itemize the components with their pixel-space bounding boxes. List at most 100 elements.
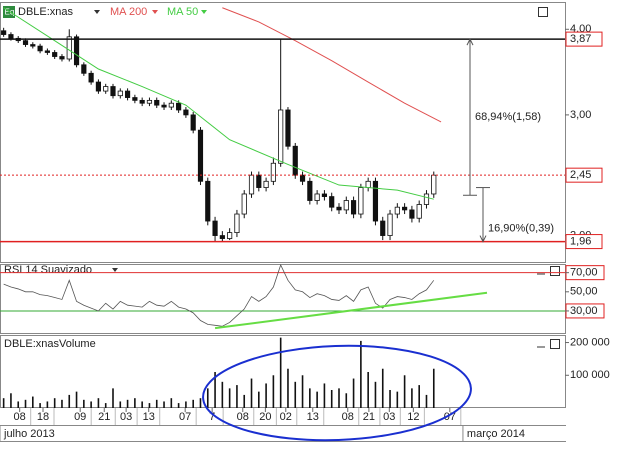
candle-body [394, 206, 400, 215]
candle-body [146, 99, 153, 104]
candle-body [299, 174, 306, 182]
volume-bar [163, 401, 165, 408]
volume-bar [134, 398, 136, 408]
candle-body [95, 81, 102, 92]
candle-body [314, 193, 320, 201]
candle-body [30, 44, 36, 47]
dropdown-arrow[interactable] [201, 10, 207, 14]
volume-bar [214, 372, 216, 408]
volume-bar [17, 401, 20, 408]
volume-bar [272, 375, 275, 408]
volume-bar [403, 375, 406, 408]
candle-body [205, 180, 211, 222]
dropdown-arrow[interactable] [94, 10, 100, 14]
symbol-icon-text: Eq [5, 8, 15, 17]
legend-ma50[interactable]: MA 50 [167, 6, 198, 18]
candle-body [73, 36, 80, 66]
candle-body [81, 64, 87, 74]
volume-bar [352, 378, 355, 408]
x-tick-label: 18 [37, 411, 49, 423]
maximize-button[interactable] [538, 7, 548, 17]
candle-body [409, 209, 415, 219]
volume-bar [374, 381, 377, 408]
candle-body [183, 109, 189, 116]
candle-body [234, 213, 240, 234]
candle-body [161, 104, 167, 108]
moving-average [222, 7, 442, 123]
volume-bar [301, 375, 304, 408]
y-tick-label: 70,00 [570, 267, 598, 279]
legend-symbol[interactable]: DBLE:xnas [18, 6, 74, 18]
volume-bar [97, 398, 100, 408]
candle-body [372, 180, 379, 222]
measure-label: 16,90%(0,39) [488, 222, 554, 234]
x-tick-label: 08 [342, 411, 354, 423]
candle-body [190, 114, 196, 131]
volume-bar [345, 393, 348, 408]
volume-bar [141, 401, 143, 408]
candle-body [66, 36, 72, 60]
maximize-button[interactable] [550, 266, 560, 276]
arrow-head [466, 37, 474, 46]
candle-body [52, 52, 58, 57]
arrow-head [479, 235, 487, 243]
candle-body [307, 180, 313, 201]
candle-body [321, 193, 328, 197]
volume-bar [432, 368, 435, 408]
volume-bar [250, 378, 253, 408]
volume-bar [243, 394, 246, 408]
candle-body [212, 220, 218, 236]
candle-body [88, 72, 94, 83]
volume-bar [90, 401, 92, 408]
month-label: março 2014 [467, 428, 525, 440]
x-tick-label: 21 [98, 411, 110, 423]
x-tick-label: 13 [143, 411, 155, 423]
y-tick-label: 50,00 [570, 286, 598, 298]
volume-bar [177, 403, 180, 408]
legend-ma200[interactable]: MA 200 [110, 6, 147, 18]
candle-body [110, 86, 116, 97]
volume-bar [199, 398, 202, 408]
moving-average [3, 7, 434, 200]
x-tick-label: 03 [383, 411, 395, 423]
volume-bar [39, 403, 41, 408]
volume-bar [83, 399, 85, 408]
x-tick-label: 03 [120, 411, 132, 423]
candle-body [431, 174, 437, 195]
level-label-box [565, 167, 603, 183]
candle-body [343, 200, 349, 211]
level-label-box [565, 234, 603, 250]
candle-body [219, 235, 225, 239]
level-label-box [565, 31, 603, 47]
candle-body [380, 220, 386, 236]
dropdown-arrow[interactable] [112, 268, 118, 272]
volume-bar [185, 401, 187, 408]
dropdown-arrow[interactable] [152, 10, 158, 14]
volume-title: DBLE:xnasVolume [4, 338, 96, 350]
volume-bar [61, 399, 63, 408]
maximize-button[interactable] [550, 339, 560, 349]
volume-bar [192, 399, 194, 408]
candle-body [256, 174, 262, 188]
volume-bar [104, 403, 107, 408]
volume-bar [330, 390, 333, 408]
candle-body [329, 196, 335, 208]
rsi-line [3, 263, 435, 327]
volume-bar [68, 394, 71, 408]
measure-label: 68,94%(1,58) [475, 111, 541, 123]
volume-bar [338, 388, 340, 408]
volume-bar [389, 390, 391, 408]
candle-body [402, 206, 408, 211]
volume-panel-frame [0, 335, 566, 408]
volume-bar [170, 398, 173, 408]
x-tick-label: 02 [280, 411, 292, 423]
volume-bar [411, 388, 413, 408]
volume-bar [279, 337, 282, 408]
volume-bar [360, 340, 362, 408]
volume-bar [75, 391, 78, 408]
candle-body [44, 50, 50, 53]
candle-body [176, 102, 182, 111]
y-tick-label: 3,00 [570, 109, 591, 121]
level-label: 1,96 [570, 235, 591, 247]
